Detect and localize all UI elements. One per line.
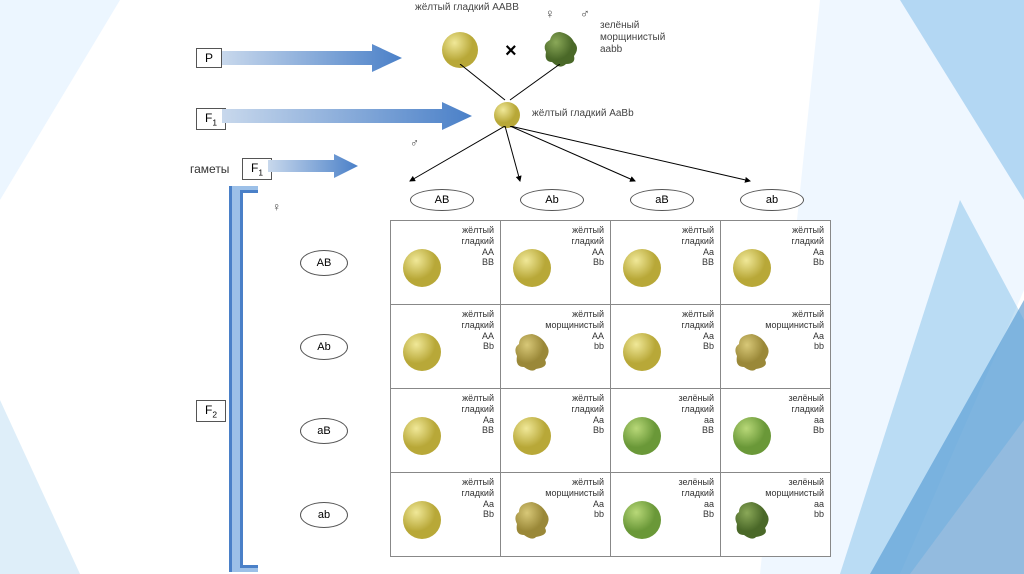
cell-pea-icon — [731, 499, 773, 546]
cell-phenotype-text: жёлтыйгладкийAABb — [461, 309, 494, 352]
row-gamete-Ab: Ab — [300, 334, 348, 360]
cell-pea-icon — [511, 415, 553, 462]
f2-bracket-icon — [218, 186, 266, 572]
punnett-cell: зелёныйгладкийaaBb — [611, 473, 721, 557]
cell-pea-icon — [511, 331, 553, 378]
cross-lines-icon — [450, 64, 580, 104]
generation-f2-label: F2 — [205, 403, 217, 417]
f1-to-gametes-arrows-icon — [390, 126, 810, 188]
dihybrid-cross-diagram: P жёлтый гладкий AABB ♀ × ♂ зелёный морщ… — [160, 0, 850, 574]
punnett-cell: жёлтыйгладкийAaBb — [391, 473, 501, 557]
male-symbol-icon: ♂ — [580, 6, 590, 22]
cell-phenotype-text: жёлтыйгладкийAABb — [571, 225, 604, 268]
cell-phenotype-text: жёлтыйгладкийAaBb — [571, 393, 604, 436]
punnett-cell: зелёныйгладкийaaBB — [611, 389, 721, 473]
f1-label: жёлтый гладкий AaBb — [532, 108, 634, 120]
cell-pea-icon — [731, 247, 773, 294]
punnett-cell: зелёныйгладкийaaBb — [721, 389, 831, 473]
punnett-cell: жёлтыйморщинистыйAabb — [721, 305, 831, 389]
cell-phenotype-text: жёлтыйморщинистыйAabb — [765, 309, 824, 352]
cell-pea-icon — [401, 247, 443, 294]
generation-p-box: P — [196, 48, 222, 68]
row-gamete-aB: aB — [300, 418, 348, 444]
cell-pea-icon — [401, 331, 443, 378]
cell-phenotype-text: зелёныйгладкийaaBb — [789, 393, 824, 436]
punnett-cell: жёлтыйгладкийAaBb — [501, 389, 611, 473]
cell-phenotype-text: жёлтыйгладкийAaBB — [461, 393, 494, 436]
punnett-cell: жёлтыйгладкийAaBb — [611, 305, 721, 389]
cross-symbol: × — [505, 40, 517, 63]
arrow-p-icon — [222, 44, 402, 72]
gametes-word: гаметы — [190, 162, 229, 176]
parent2-label: зелёный морщинистый aabb — [600, 20, 665, 56]
cell-phenotype-text: жёлтыйгладкийAaBb — [461, 477, 494, 520]
cell-phenotype-text: зелёныйгладкийaaBB — [679, 393, 714, 436]
arrow-gametes-icon — [268, 154, 358, 178]
punnett-square: жёлтыйгладкийAABB жёлтыйгладкийAABb жёлтый… — [390, 220, 831, 557]
col-gamete-ab: ab — [740, 189, 804, 211]
punnett-cell: жёлтыйгладкийAaBB — [391, 389, 501, 473]
col-gamete-Ab: Ab — [520, 189, 584, 211]
cell-pea-icon — [511, 247, 553, 294]
female-symbol-icon: ♀ — [545, 6, 555, 22]
f1-male-symbol-icon: ♂ — [410, 136, 419, 150]
cell-pea-icon — [401, 415, 443, 462]
cell-phenotype-text: жёлтыйморщинистыйAabb — [545, 477, 604, 520]
cell-pea-icon — [621, 415, 663, 462]
cell-phenotype-text: жёлтыйморщинистыйAAbb — [545, 309, 604, 352]
cell-phenotype-text: жёлтыйгладкийAABB — [461, 225, 494, 268]
punnett-cell: жёлтыйморщинистыйAabb — [501, 473, 611, 557]
cell-phenotype-text: жёлтыйгладкийAaBb — [681, 309, 714, 352]
cell-pea-icon — [731, 331, 773, 378]
cell-pea-icon — [621, 499, 663, 546]
cell-pea-icon — [621, 247, 663, 294]
punnett-cell: жёлтыйгладкийAABb — [501, 221, 611, 305]
cell-phenotype-text: зелёныйморщинистыйaabb — [765, 477, 824, 520]
parent1-label: жёлтый гладкий AABB — [415, 2, 519, 14]
gametes-f1-label: F1 — [251, 161, 263, 175]
punnett-cell: зелёныйморщинистыйaabb — [721, 473, 831, 557]
row-gamete-AB: AB — [300, 250, 348, 276]
cell-phenotype-text: жёлтыйгладкийAaBb — [791, 225, 824, 268]
generation-f1-label: F1 — [205, 111, 217, 125]
punnett-cell: жёлтыйгладкийAaBB — [611, 221, 721, 305]
punnett-cell: жёлтыйморщинистыйAAbb — [501, 305, 611, 389]
generation-p-label: P — [205, 51, 213, 65]
f2-female-symbol-icon: ♀ — [272, 200, 281, 214]
cell-pea-icon — [621, 331, 663, 378]
row-gamete-ab: ab — [300, 502, 348, 528]
cell-phenotype-text: жёлтыйгладкийAaBB — [681, 225, 714, 268]
punnett-cell: жёлтыйгладкийAABb — [391, 305, 501, 389]
cell-phenotype-text: зелёныйгладкийaaBb — [679, 477, 714, 520]
cell-pea-icon — [511, 499, 553, 546]
col-gamete-aB: aB — [630, 189, 694, 211]
col-gamete-AB: AB — [410, 189, 474, 211]
punnett-cell: жёлтыйгладкийAABB — [391, 221, 501, 305]
punnett-cell: жёлтыйгладкийAaBb — [721, 221, 831, 305]
cell-pea-icon — [401, 499, 443, 546]
cell-pea-icon — [731, 415, 773, 462]
